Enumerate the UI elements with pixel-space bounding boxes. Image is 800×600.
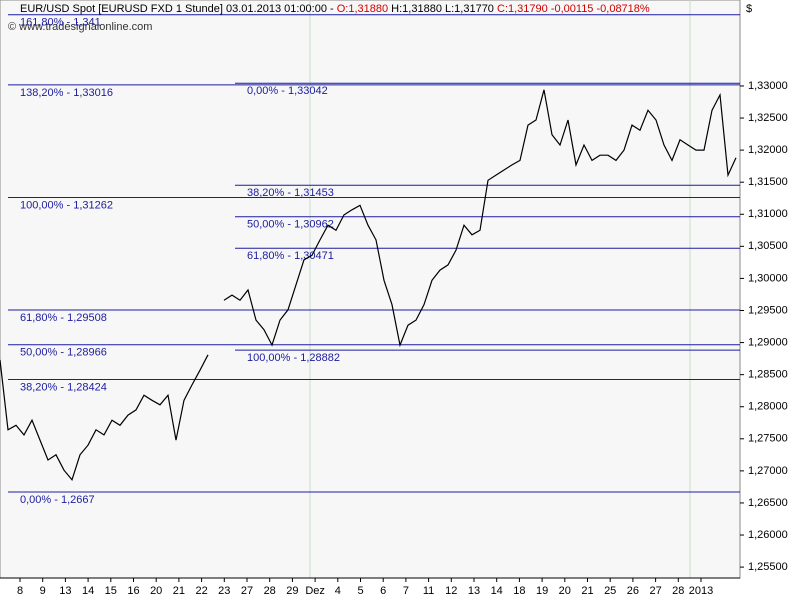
x-tick-label: 12 xyxy=(445,585,457,597)
fib-label: 0,00% - 1,2667 xyxy=(20,494,95,506)
header-high-low: H:1,31880 L:1,31770 xyxy=(391,3,494,15)
fib-label: 61,80% - 1,29508 xyxy=(20,312,107,324)
fib-label: 38,20% - 1,31453 xyxy=(247,187,334,199)
x-tick-label: 7 xyxy=(403,585,409,597)
x-tick-label: 21 xyxy=(581,585,593,597)
currency: $ xyxy=(746,3,752,15)
x-tick-label: 28 xyxy=(264,585,276,597)
x-tick-label: 14 xyxy=(491,585,503,597)
fib-label: 100,00% - 1,31262 xyxy=(20,199,113,211)
x-tick-label: 5 xyxy=(357,585,363,597)
x-tick-label: 2013 xyxy=(689,585,713,597)
y-tick-label: 1,28000 xyxy=(748,401,788,413)
x-tick-label: 20 xyxy=(559,585,571,597)
header-close: C:1,31790 -0,00115 -0,08718% xyxy=(497,3,650,15)
x-tick-label: 4 xyxy=(335,585,341,597)
y-tick-label: 1,27500 xyxy=(748,433,788,445)
fib-label: 100,00% - 1,28882 xyxy=(247,352,340,364)
x-tick-label: 27 xyxy=(649,585,661,597)
x-tick-label: Dez xyxy=(305,585,325,597)
y-tick-label: 1,27000 xyxy=(748,465,788,477)
fib-label: 161,80% - 1,341 xyxy=(20,17,101,29)
y-tick-label: 1,30000 xyxy=(748,272,788,284)
y-tick-label: 1,28500 xyxy=(748,369,788,381)
fib-label: 0,00% - 1,33042 xyxy=(247,85,328,97)
x-tick-label: 22 xyxy=(195,585,207,597)
x-tick-label: 16 xyxy=(127,585,139,597)
fib-label: 61,80% - 1,30471 xyxy=(247,250,334,262)
x-tick-label: 29 xyxy=(286,585,298,597)
header-instrument: EUR/USD Spot [EURUSD FXD 1 Stunde] 03.01… xyxy=(20,3,334,15)
y-tick-label: 1,31000 xyxy=(748,208,788,220)
y-tick-label: 1,29000 xyxy=(748,336,788,348)
y-tick-label: 1,26000 xyxy=(748,529,788,541)
price-line xyxy=(0,89,737,482)
x-tick-label: 20 xyxy=(150,585,162,597)
x-tick-label: 27 xyxy=(241,585,253,597)
x-tick-label: 18 xyxy=(513,585,525,597)
x-tick-label: 9 xyxy=(40,585,46,597)
x-tick-label: 15 xyxy=(105,585,117,597)
fib-label: 138,20% - 1,33016 xyxy=(20,87,113,99)
y-tick-label: 1,31500 xyxy=(748,176,788,188)
watermark: © www.tradesignalonline.com xyxy=(8,21,152,33)
x-tick-label: 28 xyxy=(672,585,684,597)
fib-label: 38,20% - 1,28424 xyxy=(20,381,107,393)
fib-label: 50,00% - 1,28966 xyxy=(20,347,107,359)
x-tick-label: 11 xyxy=(423,585,434,597)
y-tick-label: 1,32500 xyxy=(748,112,788,124)
x-tick-label: 14 xyxy=(82,585,94,597)
x-tick-label: 21 xyxy=(173,585,185,597)
x-tick-label: 8 xyxy=(17,585,23,597)
y-tick-label: 1,29500 xyxy=(748,304,788,316)
y-tick-label: 1,33000 xyxy=(748,80,788,92)
y-tick-label: 1,25500 xyxy=(748,561,788,573)
fib-label: 50,00% - 1,30962 xyxy=(247,219,334,231)
header-open: O:1,31880 xyxy=(337,3,388,15)
x-tick-label: 13 xyxy=(468,585,480,597)
plot-area xyxy=(0,0,741,579)
y-tick-label: 1,26500 xyxy=(748,497,788,509)
y-tick-label: 1,32000 xyxy=(748,144,788,156)
x-tick-label: 13 xyxy=(59,585,71,597)
x-tick-label: 26 xyxy=(627,585,639,597)
x-tick-label: 23 xyxy=(218,585,230,597)
y-tick-label: 1,30500 xyxy=(748,240,788,252)
x-tick-label: 6 xyxy=(380,585,386,597)
header: EUR/USD Spot [EURUSD FXD 1 Stunde] 03.01… xyxy=(20,3,650,15)
x-tick-label: 19 xyxy=(536,585,548,597)
x-tick-label: 25 xyxy=(604,585,616,597)
